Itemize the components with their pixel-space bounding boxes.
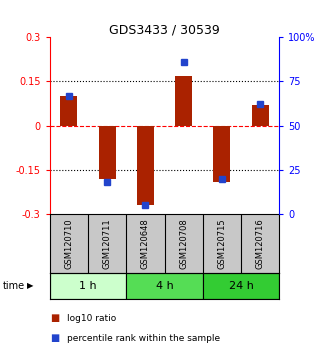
Text: time: time [3,281,25,291]
Text: 24 h: 24 h [229,281,254,291]
Bar [60,96,77,126]
Text: GSM120648: GSM120648 [141,218,150,269]
Text: GSM120710: GSM120710 [65,218,74,269]
Bar [213,126,230,182]
Text: percentile rank within the sample: percentile rank within the sample [67,333,221,343]
Bar [175,75,192,126]
Text: GSM120711: GSM120711 [103,218,112,269]
Text: GSM120708: GSM120708 [179,218,188,269]
Bar [252,105,269,126]
Text: GSM120715: GSM120715 [217,218,226,269]
Bar [50,273,126,299]
Bar [99,126,116,179]
Text: log10 ratio: log10 ratio [67,314,117,323]
Text: 1 h: 1 h [79,281,97,291]
Text: GSM120716: GSM120716 [256,218,265,269]
Title: GDS3433 / 30539: GDS3433 / 30539 [109,23,220,36]
Text: ■: ■ [50,333,59,343]
Text: ■: ■ [50,313,59,323]
Bar [203,273,279,299]
Bar [126,273,203,299]
Text: ▶: ▶ [27,281,34,290]
Text: 4 h: 4 h [156,281,173,291]
Bar [137,126,154,205]
